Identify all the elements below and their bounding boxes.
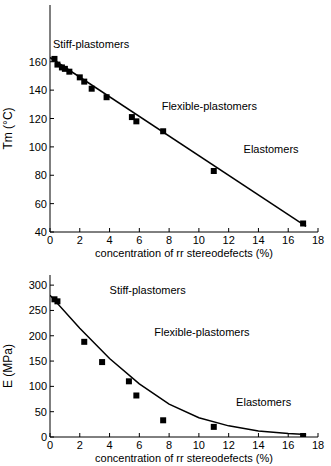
x-tick xyxy=(258,433,259,437)
x-tick xyxy=(228,228,229,232)
x-tick-label: 4 xyxy=(106,439,112,451)
y-tick-label: 100 xyxy=(29,380,47,392)
y-tick xyxy=(50,175,54,176)
data-point xyxy=(133,118,139,124)
annotation: Flexible-plastomers xyxy=(154,326,250,338)
data-point xyxy=(99,359,105,365)
annotation: Elastomers xyxy=(236,396,292,408)
x-tick xyxy=(228,433,229,437)
x-tick xyxy=(79,433,80,437)
y-tick xyxy=(50,411,54,412)
annotation: Stiff-plastomers xyxy=(110,284,187,296)
y-tick-label: 0 xyxy=(41,431,47,443)
y-tick-label: 50 xyxy=(35,406,47,418)
y-tick-label: 40 xyxy=(35,226,47,238)
x-tick xyxy=(198,433,199,437)
x-tick-label: 18 xyxy=(312,234,324,246)
fit-line xyxy=(50,57,306,226)
x-tick xyxy=(288,228,289,232)
y-tick-label: 150 xyxy=(29,355,47,367)
data-point xyxy=(81,339,87,345)
y-tick xyxy=(50,118,54,119)
data-point xyxy=(211,424,217,430)
annotation: Stiff-plastomers xyxy=(53,38,130,50)
y-tick xyxy=(50,437,54,438)
y-tick xyxy=(50,285,54,286)
x-tick-label: 14 xyxy=(252,439,264,451)
y-tick-label: 100 xyxy=(29,141,47,153)
y-tick xyxy=(50,386,54,387)
data-point xyxy=(160,417,166,423)
x-axis-title: concentration of rr stereodefects (%) xyxy=(95,247,273,259)
x-tick xyxy=(50,433,51,437)
y-axis-title: E (MPa) xyxy=(1,344,15,388)
x-axis xyxy=(50,437,318,438)
y-tick xyxy=(50,361,54,362)
y-tick-label: 160 xyxy=(29,56,47,68)
data-point xyxy=(126,378,132,384)
x-tick xyxy=(79,228,80,232)
x-tick-label: 14 xyxy=(252,234,264,246)
x-tick xyxy=(50,228,51,232)
y-tick xyxy=(50,146,54,147)
x-tick-label: 0 xyxy=(47,439,53,451)
x-axis-title: concentration of rr stereodefects (%) xyxy=(95,452,273,464)
y-tick-label: 60 xyxy=(35,198,47,210)
x-tick-label: 10 xyxy=(193,234,205,246)
fit-line xyxy=(50,295,306,434)
panel: 0 2 4 6 8 10 12 14 16 18 40 60 80 100 120 140 160 concent… xyxy=(1,5,324,259)
data-point xyxy=(211,168,217,174)
x-tick-label: 4 xyxy=(106,234,112,246)
y-tick-label: 200 xyxy=(29,330,47,342)
x-tick xyxy=(109,433,110,437)
x-tick-label: 8 xyxy=(166,439,172,451)
x-tick-label: 2 xyxy=(77,439,83,451)
plot-area xyxy=(50,295,306,437)
y-tick xyxy=(50,90,54,91)
figure: 024681012141618406080100120140160concent… xyxy=(0,0,331,466)
y-tick xyxy=(50,335,54,336)
y-tick xyxy=(50,232,54,233)
panel: 0 2 4 6 8 10 12 14 16 18 0 50 100 150 200 250 300 concent… xyxy=(1,275,324,464)
y-tick-label: 80 xyxy=(35,169,47,181)
x-tick xyxy=(169,228,170,232)
x-tick xyxy=(318,433,319,437)
x-tick-label: 12 xyxy=(223,234,235,246)
y-axis-title: Tm (°C) xyxy=(1,107,15,149)
x-tick-label: 12 xyxy=(223,439,235,451)
x-tick-label: 8 xyxy=(166,234,172,246)
data-point xyxy=(133,392,139,398)
x-tick xyxy=(139,228,140,232)
y-tick-label: 120 xyxy=(29,113,47,125)
x-tick-label: 10 xyxy=(193,439,205,451)
x-tick xyxy=(318,228,319,232)
x-tick-label: 2 xyxy=(77,234,83,246)
x-tick-label: 16 xyxy=(282,234,294,246)
x-tick xyxy=(258,228,259,232)
y-tick-label: 250 xyxy=(29,304,47,316)
x-tick xyxy=(109,228,110,232)
x-tick xyxy=(169,433,170,437)
x-tick-label: 16 xyxy=(282,439,294,451)
plot-area xyxy=(50,56,306,227)
annotation: Flexible-plastomers xyxy=(162,100,258,112)
y-tick-label: 300 xyxy=(29,279,47,291)
y-tick xyxy=(50,203,54,204)
x-tick-label: 18 xyxy=(312,439,324,451)
x-axis xyxy=(50,232,318,233)
x-tick-label: 6 xyxy=(136,234,142,246)
y-tick-label: 140 xyxy=(29,84,47,96)
x-tick-label: 0 xyxy=(47,234,53,246)
annotation: Elastomers xyxy=(244,143,300,155)
x-tick-label: 6 xyxy=(136,439,142,451)
x-tick xyxy=(139,433,140,437)
y-axis xyxy=(50,275,51,437)
y-tick xyxy=(50,310,54,311)
x-tick xyxy=(198,228,199,232)
